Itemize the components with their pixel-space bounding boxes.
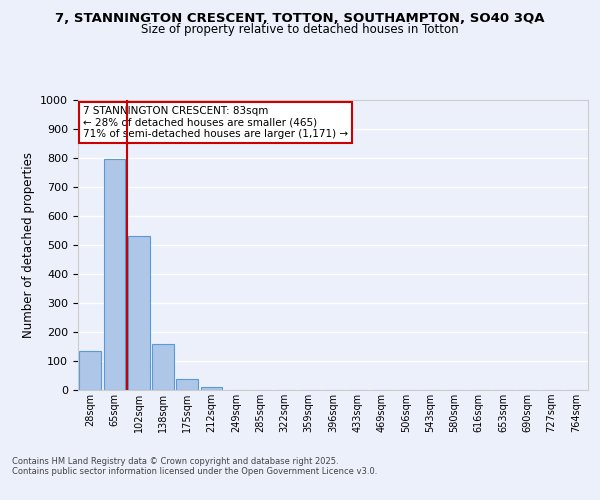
- Bar: [200, 386, 223, 390]
- Bar: [128, 236, 149, 390]
- Text: Size of property relative to detached houses in Totton: Size of property relative to detached ho…: [141, 22, 459, 36]
- Bar: [79, 351, 101, 390]
- Bar: [176, 379, 198, 390]
- Text: 7, STANNINGTON CRESCENT, TOTTON, SOUTHAMPTON, SO40 3QA: 7, STANNINGTON CRESCENT, TOTTON, SOUTHAM…: [55, 12, 545, 26]
- Y-axis label: Number of detached properties: Number of detached properties: [22, 152, 35, 338]
- Text: Contains public sector information licensed under the Open Government Licence v3: Contains public sector information licen…: [12, 468, 377, 476]
- Bar: [152, 344, 174, 390]
- Bar: [104, 160, 125, 390]
- Text: 7 STANNINGTON CRESCENT: 83sqm
← 28% of detached houses are smaller (465)
71% of : 7 STANNINGTON CRESCENT: 83sqm ← 28% of d…: [83, 106, 348, 139]
- Text: Contains HM Land Registry data © Crown copyright and database right 2025.: Contains HM Land Registry data © Crown c…: [12, 458, 338, 466]
